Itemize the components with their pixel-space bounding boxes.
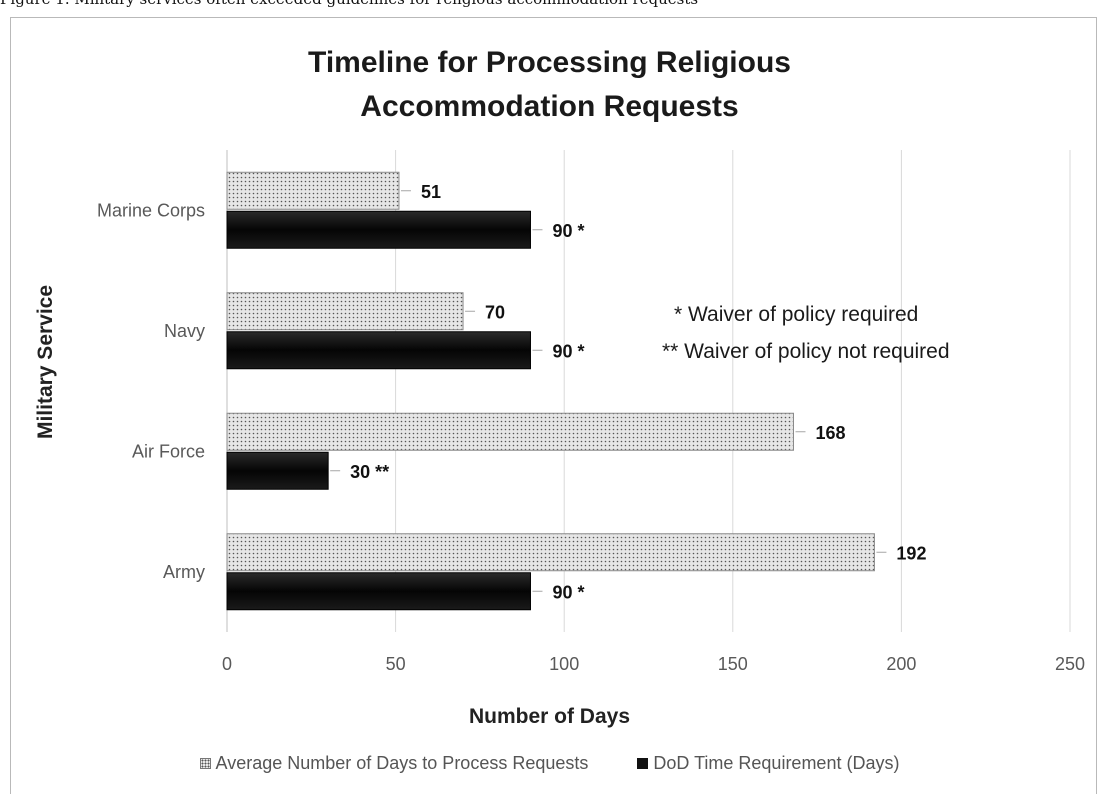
legend-swatch-dotted (199, 758, 211, 769)
note-waiver-not-required: ** Waiver of policy not required (662, 340, 950, 363)
data-label: 70 (485, 302, 505, 322)
x-tick-label: 0 (222, 654, 232, 674)
data-label: 192 (896, 543, 926, 563)
chart-frame (10, 17, 1097, 794)
y-category-label: Army (163, 562, 205, 582)
legend-label-average: Average Number of Days to Process Reques… (215, 753, 589, 773)
y-category-label: Air Force (132, 441, 205, 461)
chart-title-line-1: Timeline for Processing Religious (308, 46, 791, 79)
figure-caption: Figure 1. Military services often exceed… (0, 0, 698, 8)
data-label: 51 (421, 182, 441, 202)
data-label: 90 * (552, 221, 584, 241)
bar-average-days (226, 533, 875, 572)
y-axis-label: Military Service (34, 284, 57, 440)
bar-dod-requirement (226, 572, 531, 611)
bar-dod-requirement (226, 331, 531, 370)
data-label: 168 (815, 423, 845, 443)
x-tick-label: 150 (718, 654, 748, 674)
y-category-label: Marine Corps (97, 200, 205, 220)
x-axis-label: Number of Days (468, 705, 631, 728)
legend-item-dod: DoD Time Requirement (Days) (637, 753, 899, 774)
chart-title-line-2: Accommodation Requests (360, 90, 739, 123)
chart-legend: Average Number of Days to Process Reques… (0, 753, 1099, 774)
legend-swatch-solid (637, 758, 649, 769)
x-tick-label: 50 (386, 654, 406, 674)
x-tick-label: 200 (886, 654, 916, 674)
legend-item-average: Average Number of Days to Process Reques… (199, 753, 589, 774)
bar-average-days (226, 292, 464, 331)
data-label: 90 * (552, 582, 584, 602)
chart-title: Timeline for Processing Religious Accomm… (0, 41, 1099, 129)
data-label: 90 * (552, 341, 584, 361)
legend-label-dod: DoD Time Requirement (Days) (653, 753, 900, 773)
note-waiver-required: * Waiver of policy required (674, 303, 919, 326)
bar-dod-requirement (226, 451, 329, 490)
x-tick-label: 100 (549, 654, 579, 674)
data-label: 30 ** (350, 462, 389, 482)
bar-average-days (226, 171, 400, 210)
bar-dod-requirement (226, 210, 531, 249)
bar-average-days (226, 412, 794, 451)
y-category-label: Navy (164, 321, 205, 341)
x-tick-label: 250 (1055, 654, 1085, 674)
waiver-notes: * Waiver of policy required ** Waiver of… (662, 296, 950, 370)
